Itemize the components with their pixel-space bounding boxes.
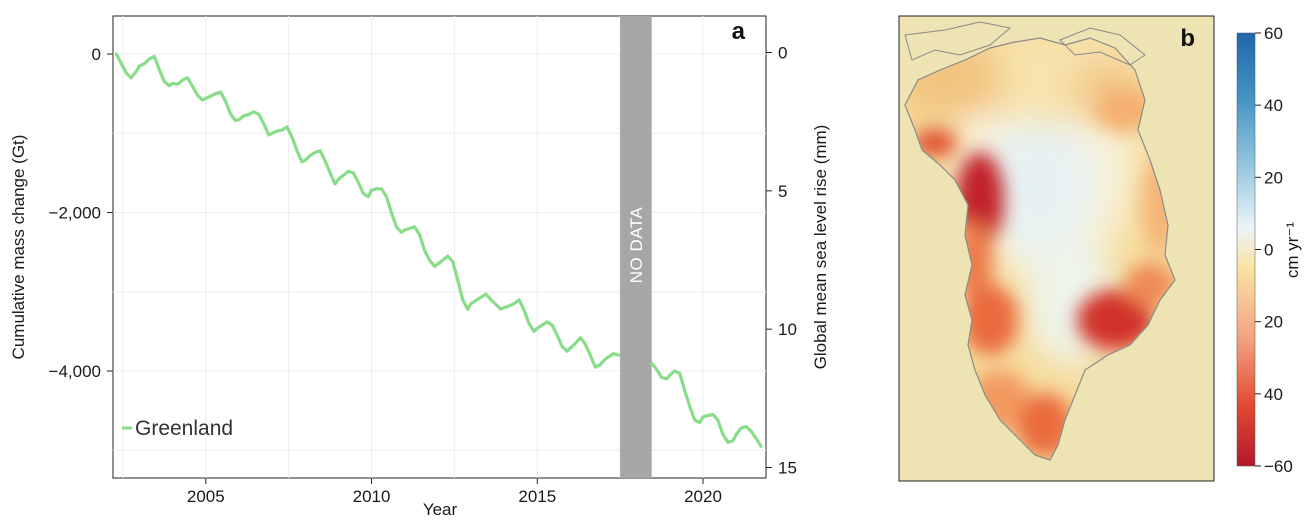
y-tick-label: 0 xyxy=(92,45,101,64)
y2-tick-label: 0 xyxy=(778,44,787,63)
panel-a: NO DATA 2005 2010 2015 2020 0 −2,000 −4,000 0… xyxy=(9,15,830,519)
colorbar-tick-label: 20 xyxy=(1264,313,1283,332)
island-outlines xyxy=(904,21,1146,66)
colorbar-tick-label: 40 xyxy=(1264,96,1283,115)
colorbar-title-text: cm yr⁻¹ xyxy=(1283,222,1302,279)
y-tick-label: −2,000 xyxy=(49,204,101,223)
plot-frame xyxy=(112,15,767,479)
x-tick-label: 2020 xyxy=(684,487,722,506)
colorbar-tick-label: −60 xyxy=(1264,457,1293,476)
legend: Greenland xyxy=(122,417,233,440)
series-line-greenland xyxy=(114,52,621,369)
y2-axis-title: Global mean sea level rise (mm) xyxy=(811,125,830,370)
colorbar-tick-label: 60 xyxy=(1264,24,1283,43)
colorbar-tick-label: 20 xyxy=(1264,168,1283,187)
y-axis-title: Cumulative mass change (Gt) xyxy=(9,135,28,360)
series-lines xyxy=(114,52,763,448)
series-line-greenland xyxy=(650,361,763,448)
x-tick-label: 2015 xyxy=(518,487,556,506)
panel-b: b 60 40 20 0 20 40 −60 cm yr⁻¹ xyxy=(898,15,1302,482)
y2-tick-label: 10 xyxy=(778,320,797,339)
y2-tick-label: 15 xyxy=(778,458,797,477)
no-data-label: NO DATA xyxy=(627,207,646,284)
x-axis-ticks: 2005 2010 2015 2020 xyxy=(187,478,722,506)
colorbar-title: cm yr⁻¹ xyxy=(1283,222,1302,279)
map-frame xyxy=(898,15,1215,482)
panel-a-label: a xyxy=(732,18,746,45)
colorbar-tick-label: 40 xyxy=(1264,385,1283,404)
y-axis-ticks: 0 −2,000 −4,000 xyxy=(49,45,113,381)
x-tick-label: 2010 xyxy=(353,487,391,506)
panel-b-label: b xyxy=(1180,25,1195,52)
x-tick-label: 2005 xyxy=(187,487,225,506)
y2-tick-label: 5 xyxy=(778,182,787,201)
no-data-band: NO DATA xyxy=(620,16,652,478)
y2-axis-ticks: 0 5 10 15 xyxy=(766,44,797,477)
colorbar-tick-label: 0 xyxy=(1264,241,1273,260)
y-tick-label: −4,000 xyxy=(49,362,101,381)
legend-label: Greenland xyxy=(135,417,233,440)
no-data-rect xyxy=(620,16,652,478)
x-axis-title: Year xyxy=(423,500,458,519)
colorbar xyxy=(1236,32,1256,467)
colorbar-ticks: 60 40 20 0 20 40 −60 xyxy=(1255,24,1293,476)
